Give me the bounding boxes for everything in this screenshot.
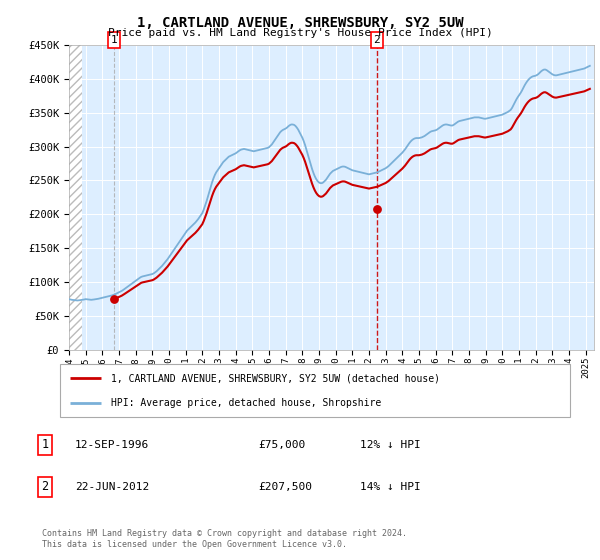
Text: 12% ↓ HPI: 12% ↓ HPI	[360, 440, 421, 450]
Text: £75,000: £75,000	[258, 440, 305, 450]
Text: Price paid vs. HM Land Registry's House Price Index (HPI): Price paid vs. HM Land Registry's House …	[107, 28, 493, 38]
Text: 1, CARTLAND AVENUE, SHREWSBURY, SY2 5UW (detached house): 1, CARTLAND AVENUE, SHREWSBURY, SY2 5UW …	[111, 374, 440, 384]
Text: 2: 2	[373, 35, 380, 45]
Text: 1: 1	[111, 35, 118, 45]
Text: 22-JUN-2012: 22-JUN-2012	[75, 482, 149, 492]
Point	[109, 295, 119, 304]
Text: 14% ↓ HPI: 14% ↓ HPI	[360, 482, 421, 492]
Text: 1, CARTLAND AVENUE, SHREWSBURY, SY2 5UW: 1, CARTLAND AVENUE, SHREWSBURY, SY2 5UW	[137, 16, 463, 30]
Text: 2: 2	[41, 480, 49, 493]
Text: Contains HM Land Registry data © Crown copyright and database right 2024.
This d: Contains HM Land Registry data © Crown c…	[42, 529, 407, 549]
Point	[372, 205, 382, 214]
Text: 12-SEP-1996: 12-SEP-1996	[75, 440, 149, 450]
Text: 1: 1	[41, 438, 49, 451]
Text: HPI: Average price, detached house, Shropshire: HPI: Average price, detached house, Shro…	[111, 398, 381, 408]
Text: £207,500: £207,500	[258, 482, 312, 492]
FancyBboxPatch shape	[60, 364, 570, 417]
Bar	[69, 45, 82, 350]
